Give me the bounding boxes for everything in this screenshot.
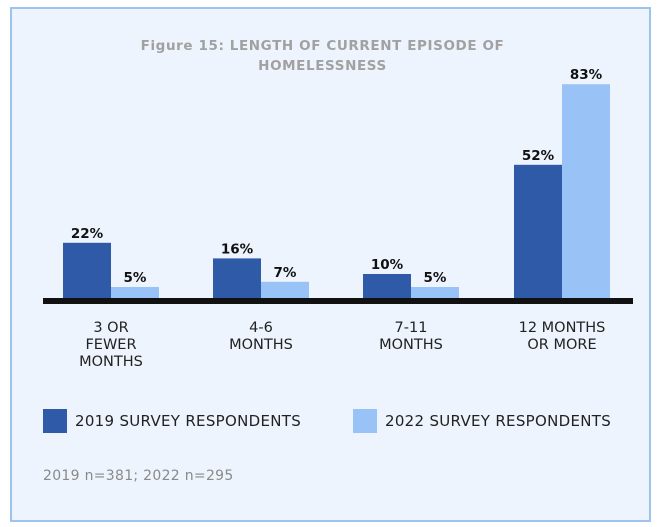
chart-title: Figure 15: LENGTH OF CURRENT EPISODE OF …: [0, 36, 645, 76]
sample-size-footnote: 2019 n=381; 2022 n=295: [43, 468, 234, 484]
bar-chart: 22%16%10%52%5% 7% 5%83%3 ORFEWERMONTHS4-6M…: [43, 67, 633, 370]
category-label-c2-line-1: MONTHS: [379, 337, 443, 353]
bar-s1-c2: [411, 287, 459, 300]
data-label-s0-c1: 16%: [221, 241, 254, 257]
bar-s1-c0: [111, 287, 159, 300]
legend-swatch-2019: [43, 409, 67, 433]
category-label-c1-line-0: 4-6: [249, 320, 273, 336]
category-label-c0-line-0: 3 OR: [93, 320, 128, 336]
legend-item-2019: 2019 SURVEY RESPONDENTS: [43, 408, 301, 434]
category-label-c0-line-2: MONTHS: [79, 354, 143, 370]
chart-title-line-2: HOMELESSNESS: [258, 58, 387, 74]
legend-label-2022: 2022 SURVEY RESPONDENTS: [385, 412, 612, 430]
chart-title-line-1: Figure 15: LENGTH OF CURRENT EPISODE OF: [140, 38, 505, 54]
category-label-c0-line-1: FEWER: [85, 337, 136, 353]
category-label-c1-line-1: MONTHS: [229, 337, 293, 353]
legend-label-2019: 2019 SURVEY RESPONDENTS: [75, 412, 302, 430]
bar-s0-c2: [363, 274, 411, 300]
category-label-c3-line-0: 12 MONTHS: [519, 320, 606, 336]
bar-s1-c1: [261, 281, 309, 300]
legend-swatch-2022: [353, 409, 377, 433]
data-label-s1-c2: 5%: [424, 270, 447, 286]
data-label-s1-c1: 7%: [274, 265, 297, 281]
bar-s1-c3: [562, 84, 610, 300]
bar-s0-c3: [514, 164, 562, 300]
data-label-s0-c0: 22%: [71, 226, 104, 242]
x-axis-baseline: [43, 298, 633, 304]
data-label-s1-c0: 5%: [124, 270, 147, 286]
data-label-s1-c3: 83%: [570, 67, 603, 83]
category-label-c3-line-1: OR MORE: [527, 337, 596, 353]
bar-s0-c1: [213, 258, 261, 300]
data-label-s0-c3: 52%: [522, 148, 555, 164]
category-label-c2-line-0: 7-11: [395, 320, 428, 336]
bar-s0-c0: [63, 242, 111, 300]
legend-item-2022: 2022 SURVEY RESPONDENTS: [353, 408, 611, 434]
data-label-s0-c2: 10%: [371, 257, 404, 273]
